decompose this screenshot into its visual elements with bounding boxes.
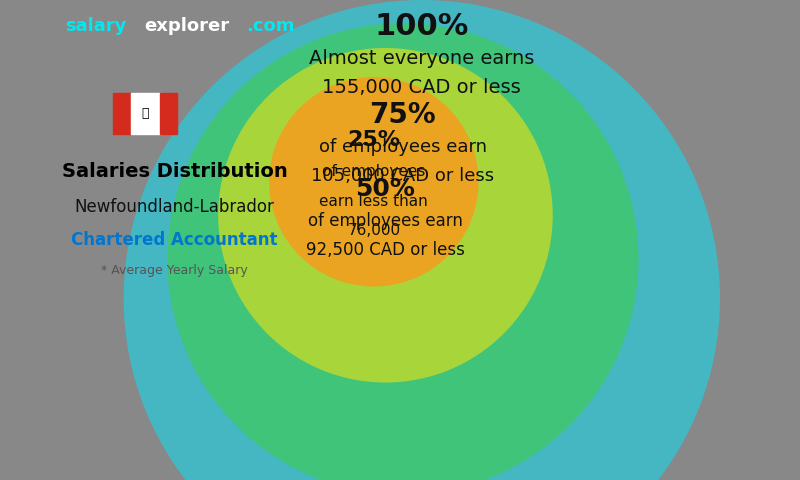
Text: Newfoundland-Labrador: Newfoundland-Labrador (74, 198, 274, 216)
Text: Salaries Distribution: Salaries Distribution (62, 162, 287, 181)
Text: 75%: 75% (370, 101, 436, 129)
Text: of employees earn: of employees earn (308, 212, 463, 229)
Text: 92,500 CAD or less: 92,500 CAD or less (306, 240, 465, 259)
Circle shape (124, 0, 720, 480)
Bar (160, 93, 178, 134)
Circle shape (167, 23, 638, 480)
Circle shape (269, 77, 478, 287)
Text: explorer: explorer (144, 17, 229, 35)
Text: Chartered Accountant: Chartered Accountant (71, 231, 278, 249)
Text: earn less than: earn less than (319, 193, 428, 208)
Circle shape (218, 48, 553, 383)
Text: 100%: 100% (374, 12, 469, 41)
Text: salary: salary (66, 17, 127, 35)
Text: .com: .com (246, 17, 294, 35)
Text: of employees: of employees (322, 165, 426, 180)
Text: of employees earn: of employees earn (319, 138, 487, 156)
Text: 155,000 CAD or less: 155,000 CAD or less (322, 78, 521, 97)
Text: 🍁: 🍁 (142, 107, 150, 120)
Text: * Average Yearly Salary: * Average Yearly Salary (101, 264, 248, 277)
Text: 50%: 50% (355, 177, 415, 201)
Text: 105,000 CAD or less: 105,000 CAD or less (311, 167, 494, 185)
Text: Almost everyone earns: Almost everyone earns (309, 49, 534, 68)
Bar (130, 93, 160, 134)
Text: 76,000: 76,000 (347, 223, 400, 238)
Bar (114, 93, 130, 134)
Text: 25%: 25% (347, 130, 400, 150)
